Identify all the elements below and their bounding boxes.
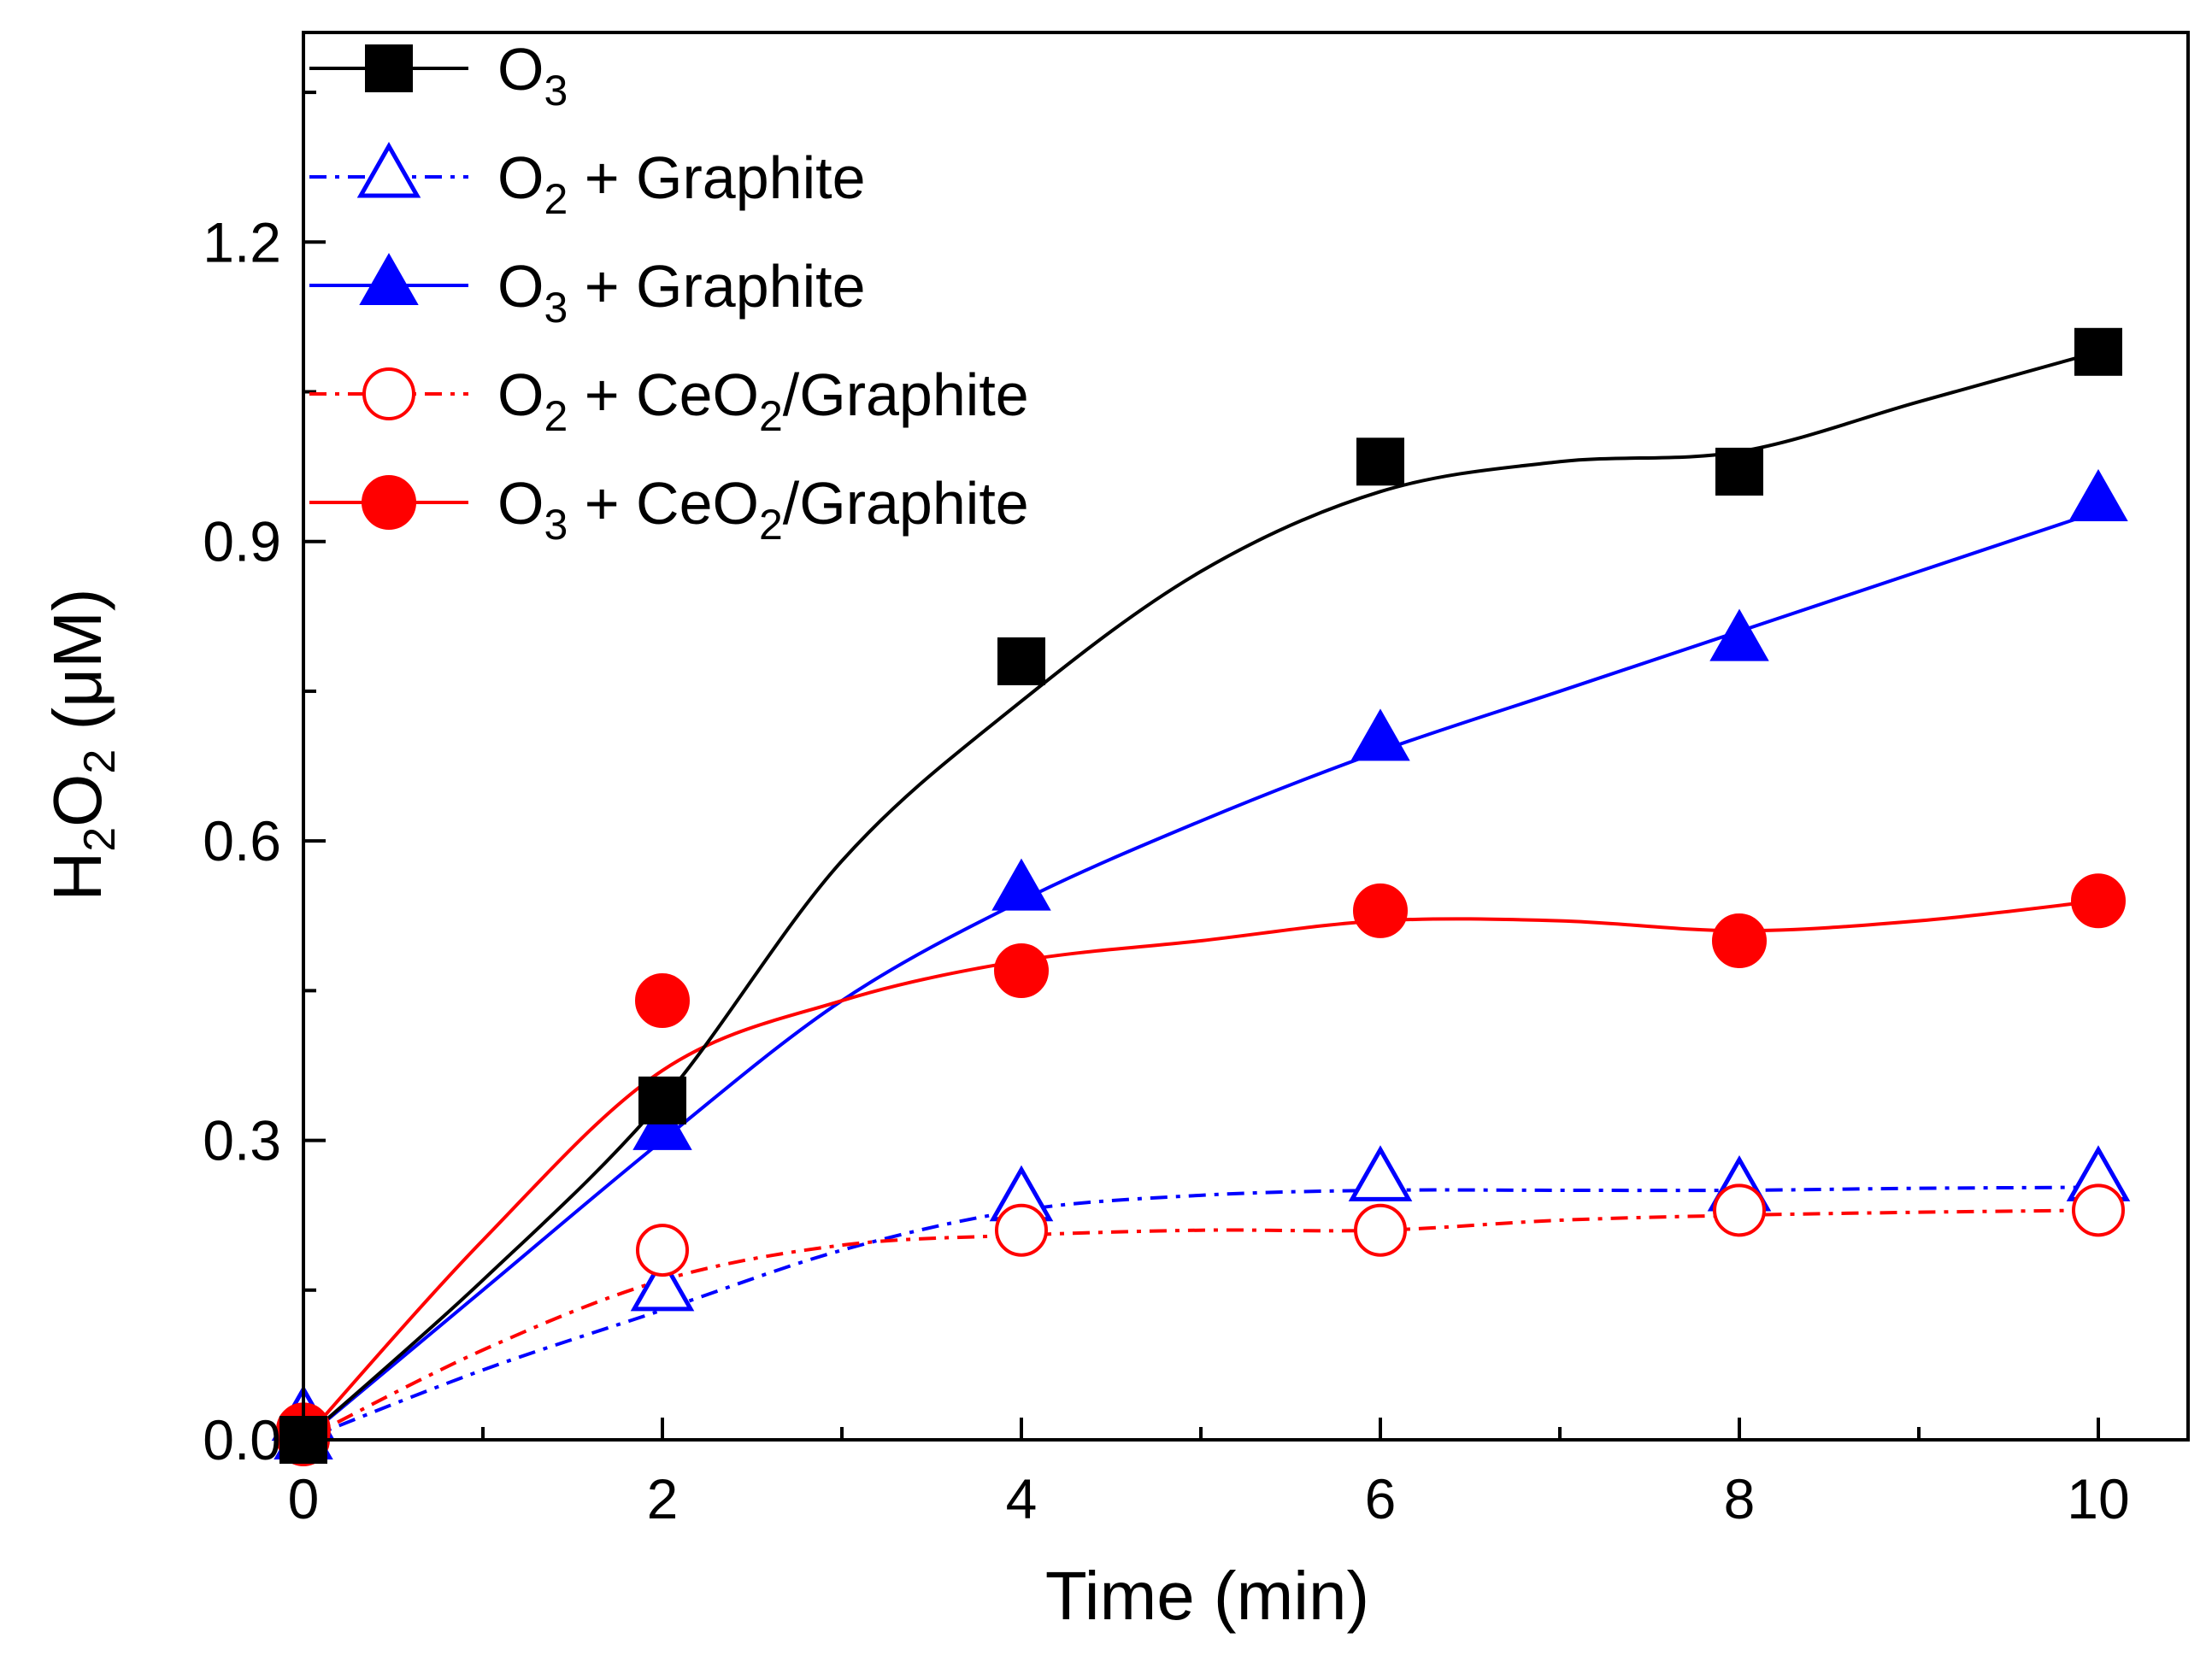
legend-label-main: O [497, 144, 544, 211]
data-point-0-5 [2074, 327, 2122, 376]
legend-label-subscript: 3 [544, 67, 568, 115]
ylabel-subscript: 2 [75, 827, 125, 852]
legend-label-subscript: 2 [544, 175, 568, 223]
series-line-1 [303, 1185, 2099, 1442]
data-point-4-3 [1353, 883, 1408, 938]
data-point-2-2 [991, 858, 1051, 911]
legend-marker-2 [359, 253, 419, 306]
legend-label-rest: + Graphite [568, 253, 865, 320]
legend-label-main: O [497, 361, 544, 428]
series-line-0 [302, 349, 2099, 1442]
data-point-3-2 [995, 1203, 1048, 1257]
y-tick-label: 1.2 [203, 210, 281, 273]
legend-label-rest: + Graphite [568, 144, 865, 211]
data-point-2-1 [632, 1097, 692, 1150]
data-point-2-4 [1709, 608, 1769, 661]
data-point-1-3 [1348, 1145, 1413, 1201]
legend-label-0: O3 [497, 36, 568, 115]
data-point-0-4 [1715, 447, 1763, 496]
legend-label-rest: /Graphite [783, 470, 1029, 537]
data-point-2-5 [2068, 469, 2128, 522]
legend-label-main: O [497, 36, 544, 103]
plot-frame [302, 31, 2190, 1442]
ylabel-text: (μM) [39, 588, 115, 749]
data-point-3-1 [636, 1224, 689, 1277]
data-point-0-1 [638, 1076, 686, 1125]
data-point-3-3 [1354, 1203, 1407, 1257]
legend-label-subscript: 2 [759, 392, 783, 440]
ylabel-text: O [39, 774, 115, 827]
x-tick-label: 0 [288, 1467, 320, 1530]
series-line-2 [302, 509, 2099, 1442]
data-point-4-1 [635, 973, 690, 1029]
legend-label-subscript: 2 [544, 392, 568, 440]
x-tick-label: 4 [1006, 1467, 1038, 1530]
legend-label-4: O3 + CeO2/Graphite [497, 470, 1029, 549]
x-axis-title: Time (min) [1045, 1558, 1369, 1634]
y-axis-title: H2O2 (μM) [39, 588, 125, 901]
legend-label-3: O2 + CeO2/Graphite [497, 361, 1029, 440]
plot-area [271, 327, 2131, 1466]
legend-label-subscript: 3 [544, 284, 568, 332]
series-line-3 [303, 1208, 2099, 1442]
ylabel-subscript: 2 [75, 749, 125, 774]
y-tick-label: 0.0 [203, 1408, 281, 1471]
x-tick-label: 2 [647, 1467, 679, 1530]
y-tick-label: 0.9 [203, 510, 281, 573]
data-point-4-4 [1712, 913, 1767, 968]
legend-marker-1 [356, 141, 421, 198]
data-point-3-4 [1713, 1183, 1766, 1237]
legend-label-rest: + CeO [568, 361, 759, 428]
legend-label-main: O [497, 253, 544, 320]
data-point-0-3 [1356, 437, 1404, 486]
ylabel-text: H [39, 852, 115, 901]
data-point-3-5 [2072, 1183, 2125, 1237]
legend-label-main: O [497, 470, 544, 537]
data-point-0-2 [997, 637, 1045, 685]
legend-label-1: O2 + Graphite [497, 144, 866, 223]
legend-label-2: O3 + Graphite [497, 253, 866, 332]
data-point-4-5 [2071, 873, 2126, 929]
legend-marker-3 [362, 367, 415, 420]
legend-label-subscript: 2 [759, 501, 783, 549]
legend-label-rest: /Graphite [783, 361, 1029, 428]
data-point-2-3 [1350, 708, 1410, 761]
legend-label-rest: + CeO [568, 470, 759, 537]
data-point-4-2 [994, 943, 1049, 998]
x-tick-label: 10 [2067, 1467, 2129, 1530]
series-line-4 [302, 899, 2099, 1442]
x-tick-label: 6 [1365, 1467, 1397, 1530]
legend-label-subscript: 3 [544, 501, 568, 549]
y-tick-label: 0.3 [203, 1109, 281, 1172]
legend-marker-0 [365, 44, 413, 92]
y-tick-label: 0.6 [203, 809, 281, 872]
data-point-1-1 [630, 1254, 695, 1312]
x-tick-label: 8 [1724, 1467, 1756, 1530]
legend-marker-4 [362, 475, 416, 530]
